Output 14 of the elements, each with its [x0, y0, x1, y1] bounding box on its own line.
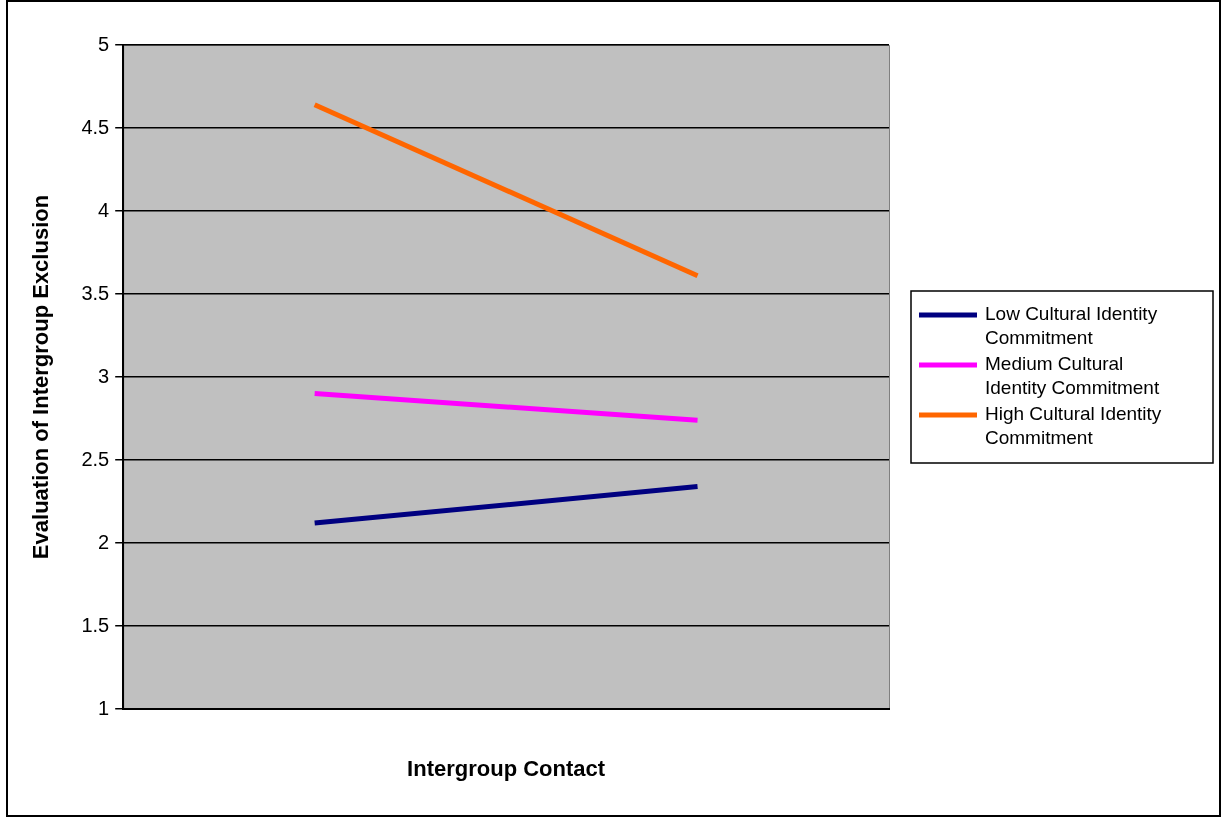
y-tick-label: 2.5 [81, 447, 110, 470]
y-tick-label: 1 [98, 696, 110, 719]
y-tick-label: 1.5 [81, 613, 110, 636]
y-tick-label: 5 [98, 32, 110, 55]
legend-label: Medium Cultural Identity Commitment [985, 353, 1160, 399]
y-tick-label: 2 [98, 530, 110, 553]
legend-label: Low Cultural Identity Commitment [985, 303, 1158, 349]
legend-label: High Cultural Identity Commitment [985, 403, 1162, 449]
y-tick-label: 4.5 [81, 115, 110, 138]
y-tick-label: 3.5 [81, 281, 110, 304]
y-tick-label: 3 [98, 364, 110, 387]
x-axis-title: Intergroup Contact [407, 755, 606, 781]
y-tick-label: 4 [98, 198, 110, 221]
y-axis-title: Evaluation of Intergroup Exclusion [28, 194, 54, 560]
